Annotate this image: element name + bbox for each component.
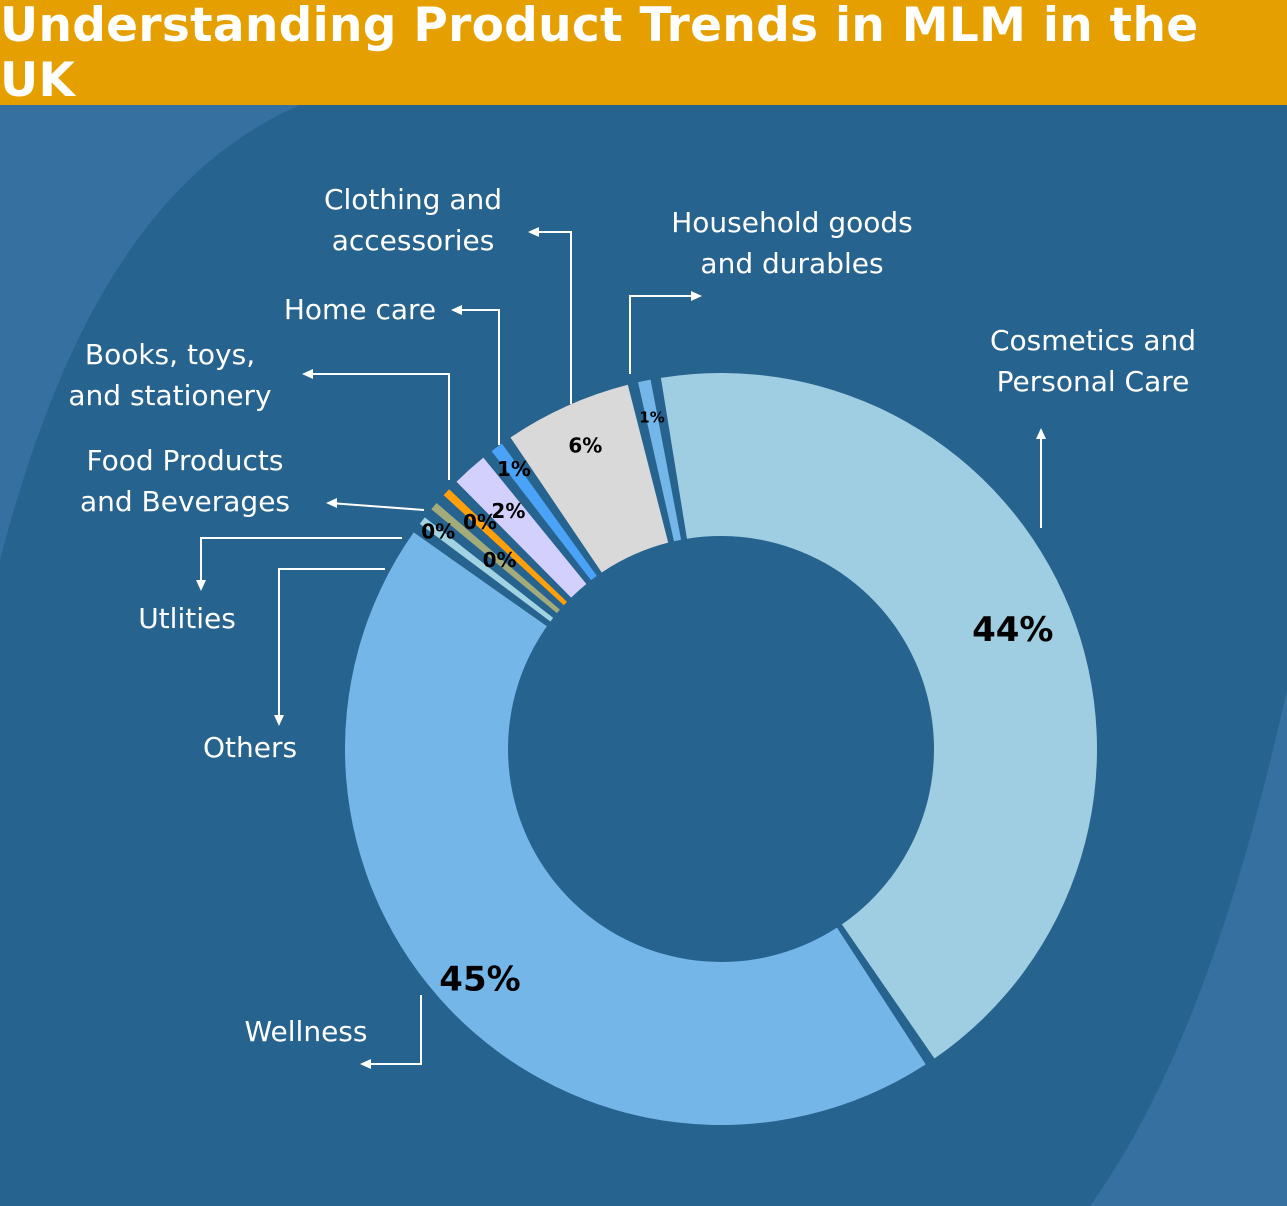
label-line: Food Products [86, 444, 284, 477]
label-line: and durables [700, 247, 884, 280]
leader-homecare [455, 309, 500, 445]
label-line: Home care [283, 293, 437, 326]
slice-cosmetics-and-personal-care [660, 373, 1097, 1059]
leader-others [278, 568, 385, 722]
value-label: 2% [491, 499, 525, 523]
leader-food [329, 502, 425, 511]
value-label: 0% [483, 548, 517, 572]
label-others: Others [190, 727, 310, 768]
label-line: Clothing and [323, 183, 503, 216]
slice-books-toys-and-stationery [456, 457, 587, 598]
label-clothing: Clothing and accessories [300, 179, 526, 261]
slice-food-products-and-beverages [443, 489, 568, 606]
chart-title: Understanding Product Trends in MLM in t… [0, 0, 1199, 108]
leader-utilities [200, 537, 402, 587]
label-wellness: Wellness [226, 1011, 386, 1052]
value-label: 0% [463, 510, 497, 534]
label-household: Household goods and durables [650, 202, 934, 284]
leader-clothing [532, 231, 572, 404]
label-utilities: Utlities [127, 598, 247, 639]
label-line: Household goods [671, 206, 913, 239]
leader-wellness [362, 995, 422, 1065]
label-homecare: Home care [270, 289, 450, 330]
label-line: Personal Care [996, 365, 1190, 398]
label-cosmetics: Cosmetics and Personal Care [975, 320, 1211, 402]
value-label: 44% [972, 610, 1053, 650]
value-label: 1% [639, 409, 664, 427]
value-label: 0% [421, 519, 455, 543]
background-blob [0, 105, 300, 560]
label-line: and stationery [68, 379, 272, 412]
slice-clothing-and-accessories [510, 384, 669, 573]
label-food: Food Products and Beverages [60, 440, 310, 522]
label-line: Others [202, 731, 298, 764]
label-line: Utlities [138, 602, 236, 635]
slice-utlities [431, 503, 560, 614]
slice-household-goods-and-durables [638, 379, 682, 542]
leader-household [629, 295, 698, 374]
label-line: and Beverages [79, 485, 291, 518]
label-line: Books, toys, [84, 338, 256, 371]
label-line: accessories [331, 224, 495, 257]
slice-home-care [491, 443, 597, 581]
header-banner: Understanding Product Trends in MLM in t… [0, 0, 1287, 108]
slice-others [419, 517, 554, 622]
value-label: 1% [497, 457, 531, 481]
value-label: 45% [439, 959, 520, 999]
arrowheads [196, 227, 1046, 1069]
label-books: Books, toys, and stationery [50, 334, 290, 416]
leader-books [306, 373, 450, 480]
value-label: 6% [568, 434, 602, 458]
label-line: Wellness [244, 1015, 368, 1048]
label-line: Cosmetics and [989, 324, 1197, 357]
background-blob-right [1090, 690, 1287, 1206]
leader-lines [200, 231, 1042, 1065]
slice-wellness [345, 532, 926, 1125]
